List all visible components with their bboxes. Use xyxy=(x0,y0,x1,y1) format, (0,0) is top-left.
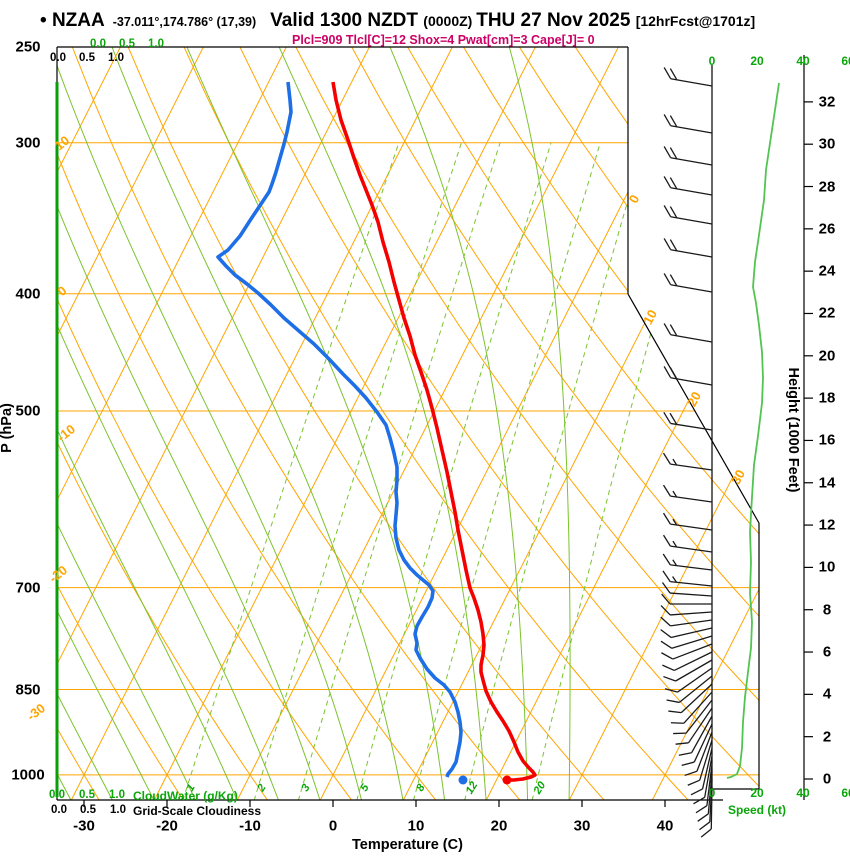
stability-indices: Plcl=909 Tlcl[C]=12 Shox=4 Pwat[cm]=3 Ca… xyxy=(292,33,595,47)
height-tick-label: 12 xyxy=(818,516,836,534)
cloudiness-scale-bottom: 0.5 xyxy=(80,804,96,816)
pressure-tick-label: 850 xyxy=(15,681,41,699)
cloudwater-legend: CloudWater (g/Kg) xyxy=(133,789,238,803)
height-tick-label: 24 xyxy=(818,262,836,280)
isobar-lines xyxy=(57,142,759,776)
height-axis-title: Height (1000 Feet) xyxy=(785,367,801,493)
header-row: • NZAA -37.011°,174.786° (17,39) Valid 1… xyxy=(40,10,850,32)
speed-tick-label-top: 60 xyxy=(841,54,850,68)
height-tick-label: 20 xyxy=(818,347,836,365)
pressure-tick-label: 700 xyxy=(15,579,41,597)
dewpoint-curve xyxy=(216,81,463,778)
pressure-axis-title: P (hPa) xyxy=(0,403,15,453)
mixing-ratio-lines xyxy=(182,142,704,800)
valid-time-main: Valid 1300 NZDT xyxy=(270,10,424,31)
cloudiness-scale-bottom: 0.0 xyxy=(51,804,67,816)
cloudiness-scale-top: 0.0 xyxy=(50,52,66,64)
cloudiness-scale-top: 0.5 xyxy=(79,52,95,64)
station-coordinates: -37.011°,174.786° (17,39) xyxy=(112,15,257,29)
height-tick-label: 26 xyxy=(818,220,836,238)
temp-tick-label: 40 xyxy=(656,817,674,835)
station-bullet-icon: • xyxy=(40,10,47,31)
height-tick-label: 16 xyxy=(818,431,836,449)
background-grid xyxy=(57,47,759,800)
cloudwater-scale-top: 0.5 xyxy=(119,38,135,50)
height-tick-label: 18 xyxy=(818,389,836,407)
cloudiness-legend: Grid-Scale Cloudiness xyxy=(133,804,262,818)
cloudiness-scale-top: 1.0 xyxy=(108,52,124,64)
wind-speed-curve xyxy=(726,82,780,779)
height-tick-label: 30 xyxy=(818,135,836,153)
temp-tick-label: -10 xyxy=(239,817,261,835)
temp-tick-label: -30 xyxy=(73,817,95,835)
speed-axis-title: Speed (kt) xyxy=(728,803,787,817)
surface-temperature-dot xyxy=(502,775,512,785)
temp-tick-label: 0 xyxy=(328,817,338,835)
height-tick-label: 14 xyxy=(818,474,836,492)
moist-adiabat-lines xyxy=(57,47,571,800)
dry-adiabat-lines xyxy=(57,47,759,800)
speed-tick-label-top: 20 xyxy=(750,54,764,68)
height-tick-label: 6 xyxy=(822,643,832,661)
cloudwater-scale-bottom: 0.0 xyxy=(49,789,65,801)
wind-barbs xyxy=(660,67,713,838)
height-tick-label: 8 xyxy=(822,601,832,619)
speed-tick-label-bottom: 0 xyxy=(708,786,716,800)
pressure-tick-label: 300 xyxy=(15,134,41,152)
cloudwater-scale-bottom: 0.5 xyxy=(79,789,95,801)
pressure-tick-label: 500 xyxy=(15,402,41,420)
speed-tick-label-bottom: 60 xyxy=(841,786,850,800)
height-tick-label: 32 xyxy=(818,93,836,111)
height-tick-label: 4 xyxy=(822,685,832,703)
temp-tick-label: 20 xyxy=(490,817,508,835)
temp-tick-label: 30 xyxy=(573,817,591,835)
station-id: • NZAA xyxy=(40,10,105,31)
forecast-run: [12hrFcst@1701z] xyxy=(635,13,756,29)
cloudwater-scale-top: 1.0 xyxy=(148,38,164,50)
valid-date: THU 27 Nov 2025 xyxy=(476,10,636,31)
height-tick-label: 10 xyxy=(818,558,836,576)
height-tick-label: 0 xyxy=(822,770,832,788)
speed-tick-label-bottom: 20 xyxy=(750,786,764,800)
height-tick-label: 28 xyxy=(818,178,836,196)
temp-tick-label: 10 xyxy=(407,817,425,835)
x-axis-title: Temperature (C) xyxy=(352,837,463,853)
height-tick-label: 2 xyxy=(822,728,832,746)
temp-tick-label: -20 xyxy=(156,817,178,835)
cloudwater-scale-top: 0.0 xyxy=(90,38,106,50)
speed-tick-label-top: 0 xyxy=(708,54,716,68)
temperature-curve xyxy=(331,81,537,782)
speed-tick-label-bottom: 40 xyxy=(796,786,810,800)
isotherm-lines xyxy=(57,47,759,800)
pressure-tick-label: 400 xyxy=(15,285,41,303)
surface-dewpoint-dot xyxy=(458,775,468,785)
cloudwater-scale-bottom: 1.0 xyxy=(109,789,125,801)
height-tick-label: 22 xyxy=(818,304,836,322)
pressure-tick-label: 1000 xyxy=(11,766,45,784)
pressure-tick-label: 250 xyxy=(15,38,41,56)
speed-tick-label-top: 40 xyxy=(796,54,810,68)
cloudiness-scale-bottom: 1.0 xyxy=(110,804,126,816)
valid-time-utc: (0000Z) xyxy=(423,13,477,29)
